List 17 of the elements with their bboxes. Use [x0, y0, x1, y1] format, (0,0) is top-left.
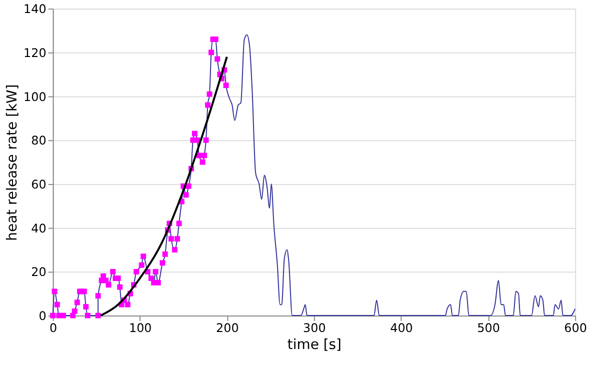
y-tick-label: 40 — [31, 221, 46, 236]
x-tick-label: 600 — [564, 320, 587, 335]
y-tick-label: 0 — [38, 309, 46, 324]
x-tick-label: 500 — [477, 320, 500, 335]
y-tick-label: 60 — [31, 177, 46, 192]
x-tick-label: 100 — [128, 320, 152, 335]
x-tick-label: 300 — [303, 320, 326, 335]
x-tick-label: 0 — [50, 320, 58, 335]
x-tick-label: 400 — [390, 320, 413, 335]
y-tick-label: 80 — [31, 134, 46, 148]
y-tick-label: 100 — [24, 90, 46, 104]
x-axis-title: time [s] — [287, 336, 342, 353]
y-tick-label: 20 — [31, 265, 46, 280]
y-axis-title: heat release rate [kW] — [4, 84, 21, 241]
x-tick-label: 200 — [216, 320, 239, 335]
y-tick-label: 140 — [24, 2, 46, 16]
y-tick-label: 120 — [24, 46, 46, 60]
